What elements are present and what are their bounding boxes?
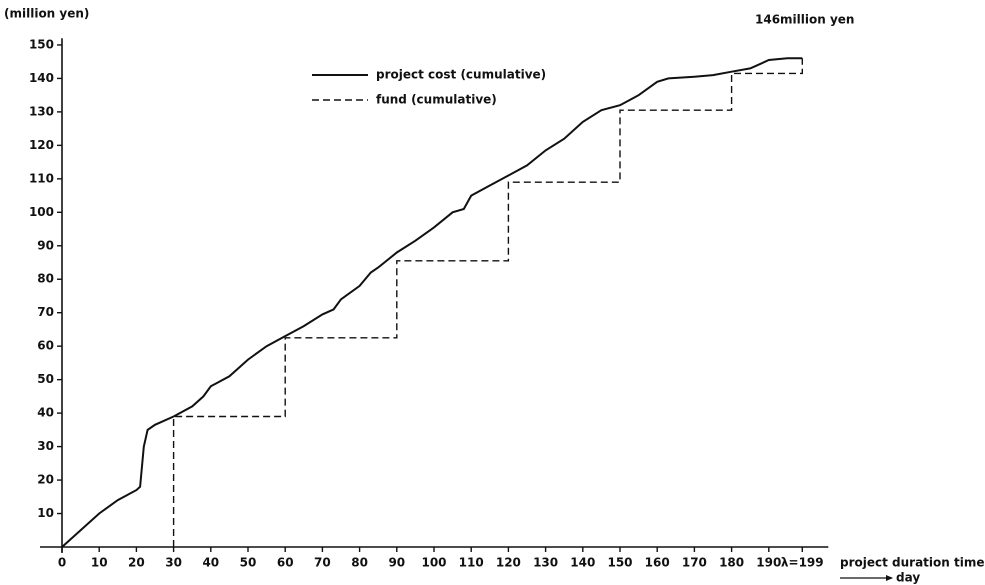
y-tick-label: 20 (37, 473, 54, 487)
x-tick-label: 20 (128, 556, 145, 570)
x-axis-unit: day (896, 571, 920, 585)
y-tick-label: 30 (37, 439, 54, 453)
x-tick-label: 80 (351, 556, 368, 570)
x-tick-label: 190 (756, 556, 781, 570)
x-tick-label: 0 (58, 556, 66, 570)
annotation: 146million yen (755, 13, 854, 27)
x-tick-label: 120 (496, 556, 521, 570)
legend-label: project cost (cumulative) (376, 68, 546, 82)
y-tick-label: 140 (29, 71, 54, 85)
y-tick-label: 80 (37, 272, 54, 286)
y-tick-label: 60 (37, 339, 54, 353)
y-tick-label: 10 (37, 506, 54, 520)
series-line (172, 58, 803, 547)
y-tick-label: 70 (37, 305, 54, 319)
x-tick-label: 50 (240, 556, 257, 570)
y-tick-label: 110 (29, 171, 54, 185)
x-tick-label: 30 (165, 556, 182, 570)
y-tick-label: 120 (29, 138, 54, 152)
x-tick-label: 180 (719, 556, 744, 570)
x-tick-label: 60 (277, 556, 294, 570)
x-tick-label: 110 (459, 556, 484, 570)
x-tick-label: 150 (607, 556, 632, 570)
x-tick-label: 140 (570, 556, 595, 570)
y-tick-label: 150 (29, 37, 54, 51)
y-tick-label: 100 (29, 205, 54, 219)
x-tick-label: 90 (388, 556, 405, 570)
x-tick-label: 160 (645, 556, 670, 570)
x-axis-label: project duration time (840, 556, 985, 570)
y-tick-label: 40 (37, 406, 54, 420)
x-tick-label: 170 (682, 556, 707, 570)
x-tick-label: 10 (91, 556, 108, 570)
x-tick-label: λ=199 (781, 556, 824, 570)
y-axis-label: (million yen) (4, 7, 89, 21)
x-arrow-head (886, 575, 893, 581)
x-tick-label: 130 (533, 556, 558, 570)
y-tick-label: 90 (37, 238, 54, 252)
x-tick-label: 100 (421, 556, 446, 570)
legend-label: fund (cumulative) (376, 93, 497, 107)
series-line (61, 57, 803, 548)
y-tick-label: 50 (37, 372, 54, 386)
x-tick-label: 40 (202, 556, 219, 570)
y-tick-label: 130 (29, 104, 54, 118)
x-tick-label: 70 (314, 556, 331, 570)
